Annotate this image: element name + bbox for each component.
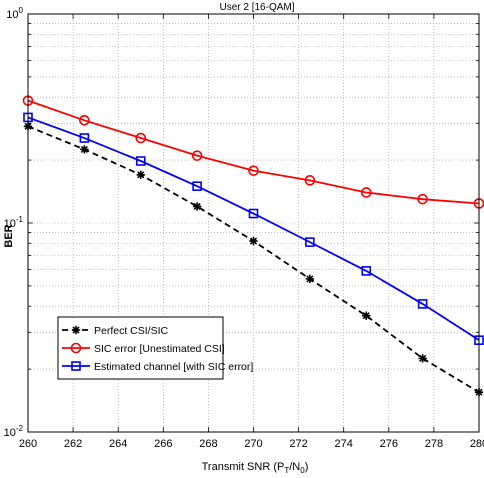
x-tick-label: 276: [380, 438, 398, 450]
star-stroke: [193, 202, 201, 211]
x-tick-label: 278: [425, 438, 443, 450]
star-marker: [305, 274, 315, 284]
star-stroke: [137, 171, 145, 179]
legend-label: Perfect CSI/SIC: [94, 325, 169, 337]
x-tick-label: 260: [19, 438, 37, 450]
star-stroke: [362, 312, 370, 320]
x-tick-label: 272: [289, 438, 307, 450]
y-axis-label: BER: [3, 224, 15, 247]
circle-marker: [135, 132, 147, 144]
square-marker: [192, 181, 202, 191]
star-marker: [71, 325, 81, 335]
circle-marker: [304, 175, 316, 186]
star-stroke: [72, 326, 80, 334]
star-marker: [418, 354, 427, 363]
square-marker: [71, 361, 81, 371]
x-tick-label: 270: [244, 438, 262, 450]
circle-marker: [79, 115, 90, 126]
x-tick-label: 266: [154, 438, 172, 450]
y-tick-label: 10-2: [4, 424, 24, 439]
x-tick-label: 262: [64, 438, 82, 450]
star-marker: [80, 145, 89, 154]
x-axis-label: Transmit SNR (PT/N0): [202, 461, 309, 475]
legend-label: Estimated channel [with SIC error]: [94, 361, 253, 373]
square-marker: [248, 208, 259, 219]
y-tick-label: 10-1: [4, 215, 24, 230]
star-stroke: [80, 145, 88, 153]
circle-marker: [248, 165, 259, 176]
star-stroke: [306, 275, 314, 283]
x-tick-label: 268: [199, 438, 217, 450]
star-marker: [192, 202, 202, 211]
square-marker: [417, 299, 428, 309]
legend-label: SIC error [Unestimated CSI]: [94, 343, 225, 355]
square-marker: [305, 237, 315, 247]
series-layer: [22, 95, 484, 397]
square-marker: [361, 266, 372, 276]
series-line: [27, 99, 480, 205]
star-marker: [249, 236, 258, 246]
circle-marker: [417, 193, 428, 205]
star-marker: [362, 311, 371, 320]
y-tick-labels: 100 10-1 10-2: [4, 6, 24, 439]
x-tick-label: 280: [470, 438, 484, 450]
y-tick-label: 100: [6, 6, 23, 21]
x-tick-label: 274: [335, 438, 353, 450]
star-marker: [136, 170, 145, 180]
x-tick-label: 264: [109, 438, 127, 450]
series-line: [27, 116, 480, 341]
square-marker: [135, 156, 146, 166]
x-tick-labels: 260 262 264 266 268 270 272 274 276 278 280: [19, 438, 484, 450]
circle-marker: [191, 150, 203, 161]
chart-title: User 2 [16-QAM]: [219, 2, 294, 13]
legend: Perfect CSI/SIC SIC error [Unestimated CS…: [57, 316, 253, 380]
star-stroke: [419, 354, 427, 362]
plot-frame: [27, 13, 480, 433]
circle-marker: [360, 187, 372, 198]
circle-marker: [70, 342, 82, 354]
square-marker: [79, 133, 90, 143]
star-stroke: [249, 237, 258, 245]
